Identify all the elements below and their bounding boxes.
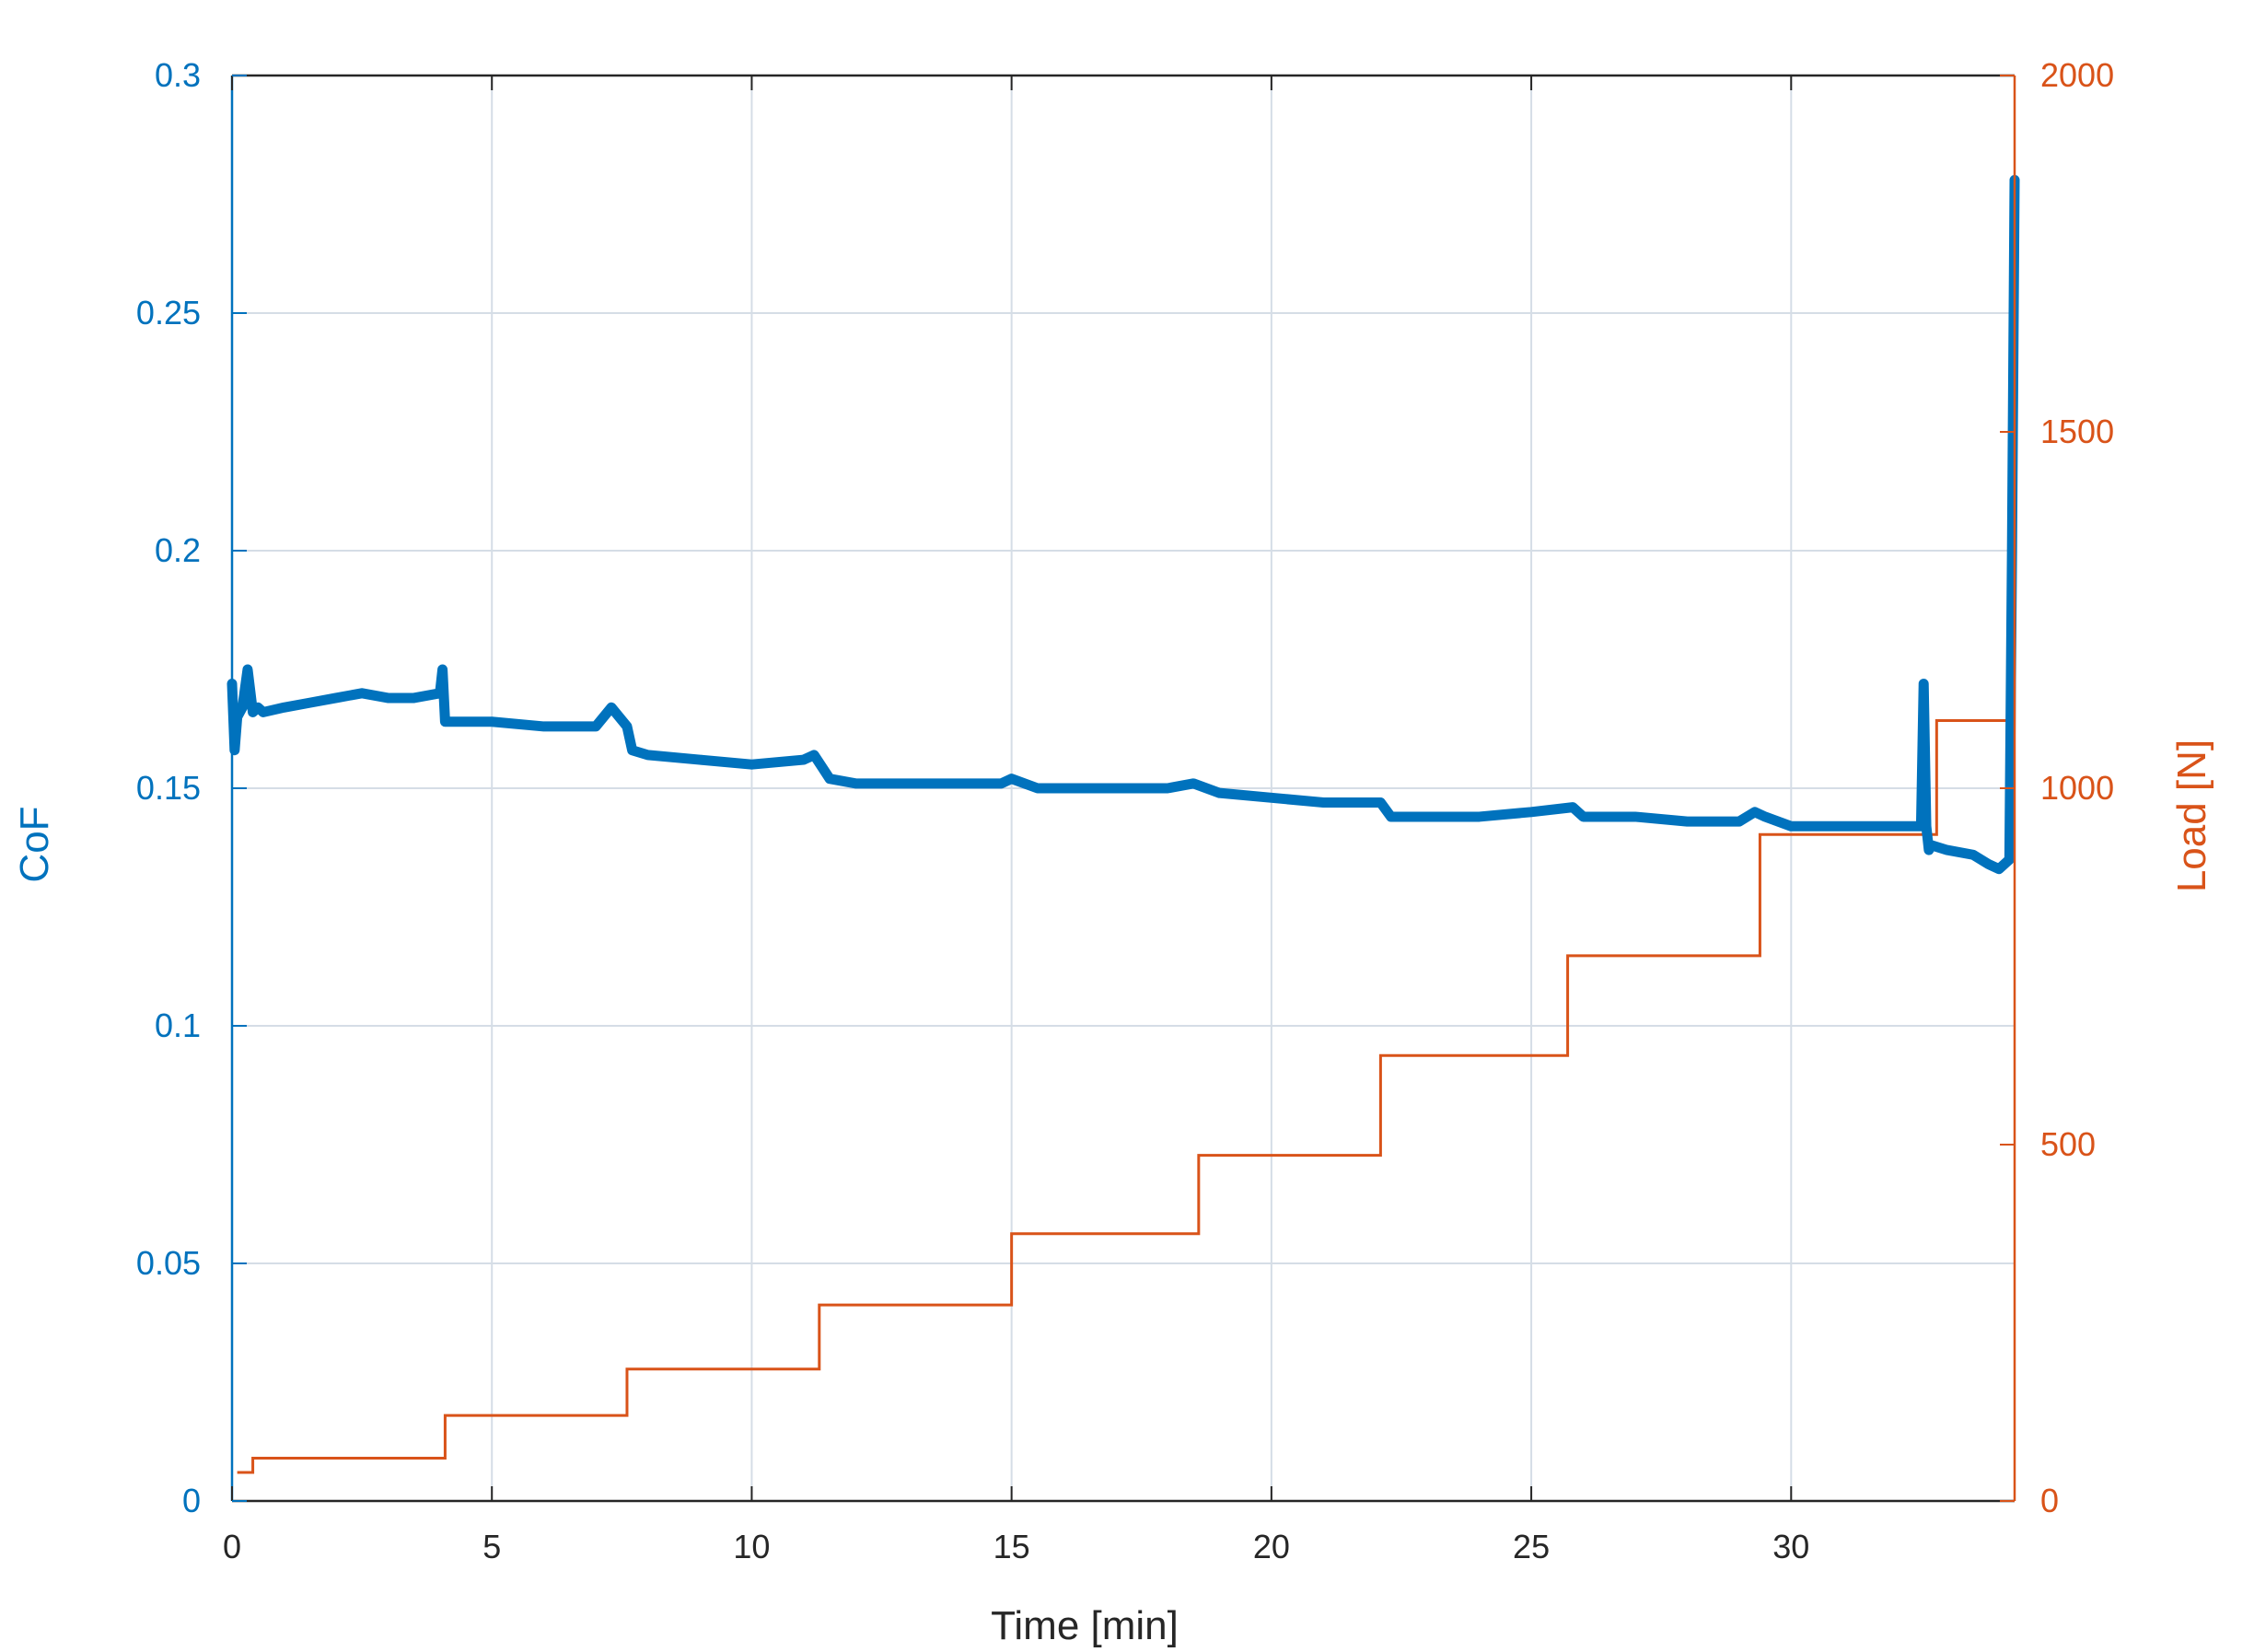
load-series	[237, 718, 2015, 1474]
x-tick-label: 0	[223, 1528, 241, 1565]
load-step-line	[237, 718, 2015, 1474]
x-axis-label: Time [min]	[991, 1603, 1179, 1648]
y-left-tick-label: 0.25	[136, 294, 201, 332]
y-left-tick-label: 0.2	[155, 531, 201, 569]
y-right-tick-label: 1500	[2040, 413, 2114, 450]
y-right-tick-label: 2000	[2040, 56, 2114, 94]
y-left-ticks: 0 0.05 0.1 0.15 0.2 0.25 0.3	[136, 56, 247, 1519]
x-tick-label: 5	[482, 1528, 501, 1565]
y-left-tick-label: 0	[182, 1482, 201, 1519]
y-right-tick-label: 0	[2040, 1482, 2059, 1519]
x-tick-label: 30	[1772, 1528, 1809, 1565]
y-right-tick-label: 500	[2040, 1125, 2096, 1163]
y-right-axis-label: Load [N]	[2169, 739, 2214, 892]
y-left-tick-label: 0.3	[155, 56, 201, 94]
y-left-tick-label: 0.15	[136, 769, 201, 807]
y-left-tick-label: 0.05	[136, 1244, 201, 1282]
cof-line	[227, 175, 2020, 875]
x-tick-label: 15	[993, 1528, 1030, 1565]
x-tick-label: 25	[1513, 1528, 1550, 1565]
y-right-ticks: 0 500 1000 1500 2000	[2000, 56, 2114, 1519]
x-tick-label: 20	[1253, 1528, 1290, 1565]
y-left-tick-label: 0.1	[155, 1006, 201, 1044]
cof-series	[227, 175, 2020, 875]
x-ticks: 0 5 10 15 20 25 30	[223, 76, 1809, 1565]
y-right-tick-label: 1000	[2040, 769, 2114, 807]
y-left-axis-label: CoF	[12, 806, 57, 882]
x-tick-label: 10	[733, 1528, 770, 1565]
